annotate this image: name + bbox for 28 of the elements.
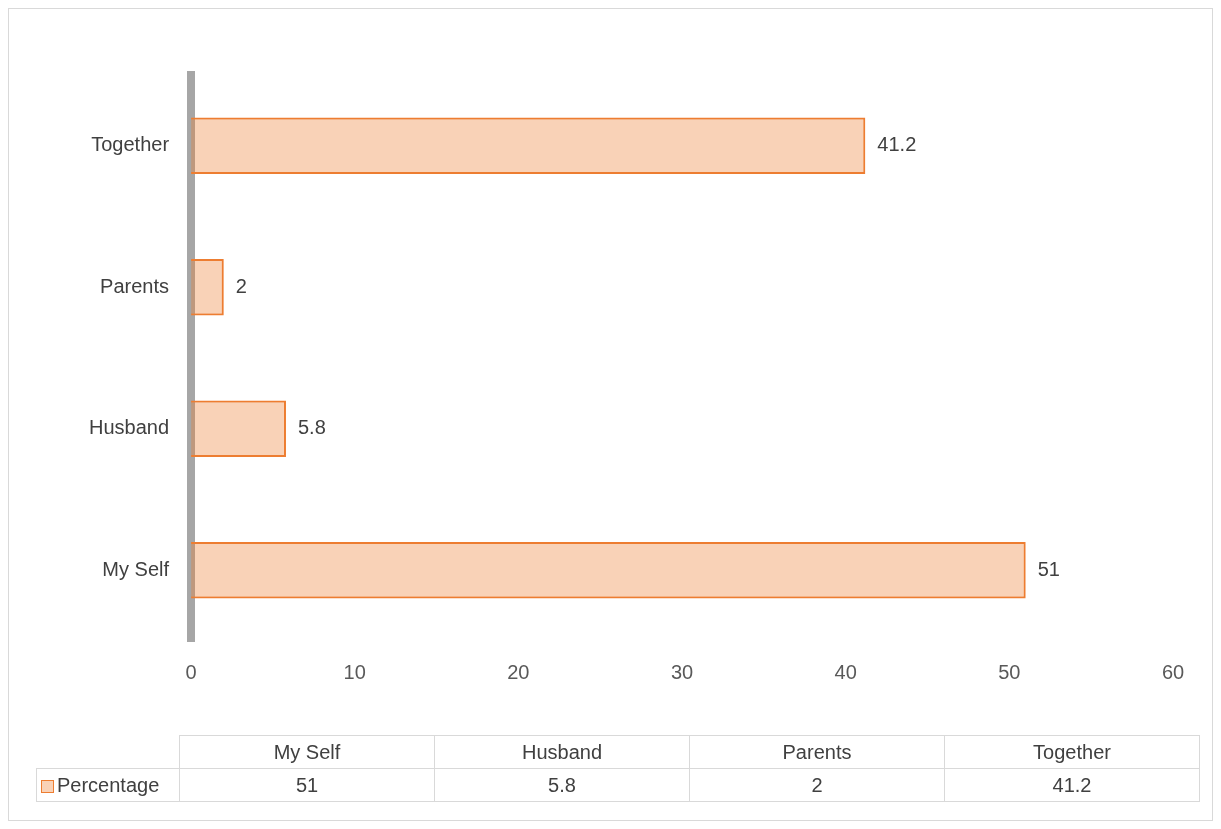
category-label: My Self [179, 735, 435, 769]
data-label: 5.8 [434, 768, 690, 802]
data-label: 2 [689, 768, 945, 802]
bar [191, 400, 286, 458]
x-tick-label: 0 [185, 660, 197, 683]
y-tick-label: Together [91, 133, 170, 156]
bar [191, 117, 866, 175]
legend-label: Percentage [36, 768, 180, 802]
data-label: 51 [179, 768, 435, 802]
y-tick-label: Husband [89, 416, 170, 439]
data-label: 41.2 [877, 133, 917, 156]
bar [191, 541, 1026, 599]
bar [191, 258, 224, 316]
y-tick-label: My Self [102, 557, 170, 580]
x-tick-label: 10 [343, 660, 366, 683]
x-tick-label: 30 [670, 660, 694, 683]
category-label: Together [944, 735, 1200, 769]
x-tick-label: 40 [834, 660, 857, 683]
x-tick-label: 20 [507, 660, 530, 683]
x-tick-label: 50 [998, 660, 1021, 683]
data-label: 5.8 [297, 416, 326, 439]
data-label: 41.2 [944, 768, 1200, 802]
category-label: Husband [434, 735, 690, 769]
x-tick-label: 60 [1161, 660, 1185, 683]
data-label: 51 [1037, 557, 1060, 580]
y-tick-label: Parents [100, 274, 170, 297]
category-label: Parents [689, 735, 945, 769]
data-label: 2 [235, 274, 247, 297]
